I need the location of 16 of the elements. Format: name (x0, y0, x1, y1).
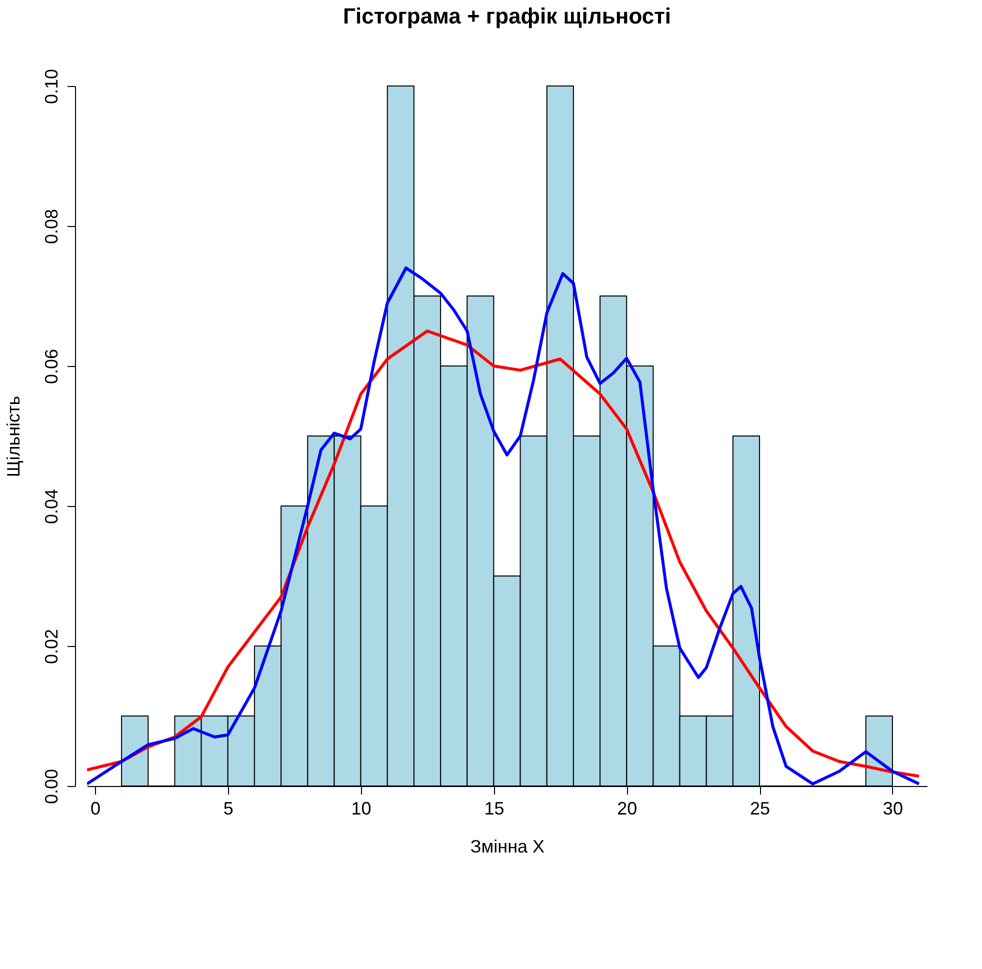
y-tick-label: 0.08 (42, 208, 62, 244)
x-tick-label: 15 (484, 798, 504, 818)
x-tick-label: 30 (882, 798, 903, 818)
y-tick-label: 0.00 (42, 768, 62, 804)
y-tick-label: 0.06 (42, 348, 62, 384)
x-tick-label: 25 (750, 798, 770, 818)
chart-title: Гістограма + графік щільності (343, 3, 671, 28)
y-tick-label: 0.02 (42, 628, 62, 664)
y-tick-label: 0.10 (42, 68, 62, 104)
x-tick-label: 20 (617, 798, 638, 818)
x-axis-title: Змінна X (470, 836, 545, 856)
x-tick-label: 10 (351, 798, 372, 818)
x-tick-label: 5 (223, 798, 234, 818)
y-axis-title: Щільність (4, 396, 24, 478)
y-tick-label: 0.04 (42, 488, 62, 524)
x-tick-label: 0 (90, 798, 100, 818)
